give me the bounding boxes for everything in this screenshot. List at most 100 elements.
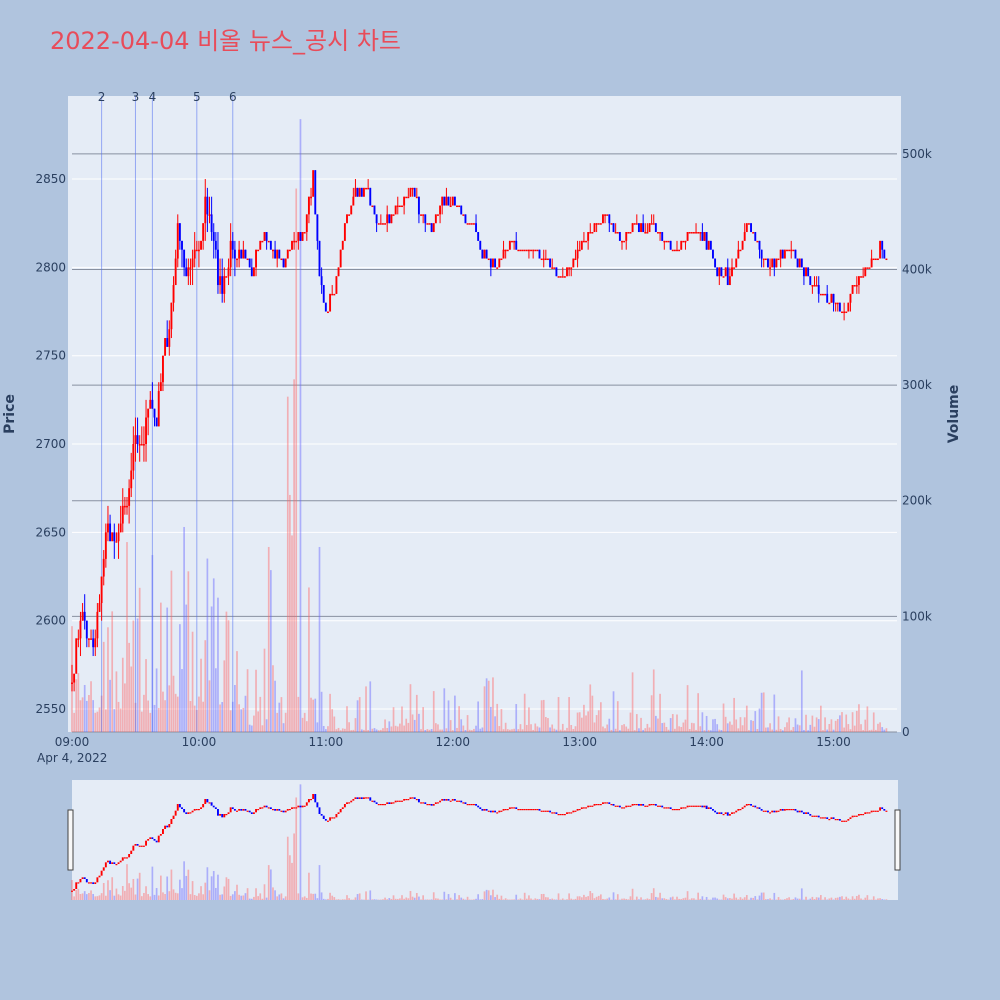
volume-bar xyxy=(263,648,266,732)
mini-volume-bar xyxy=(674,899,676,900)
volume-bar xyxy=(242,707,245,732)
mini-candle xyxy=(352,799,355,801)
candle-body xyxy=(236,258,238,261)
mini-candle xyxy=(83,877,86,879)
volume-bar xyxy=(572,728,575,732)
time-tick-label: 10:00 xyxy=(182,735,217,749)
mini-volume-bar xyxy=(301,897,304,900)
candle-body xyxy=(244,249,247,259)
candle-body xyxy=(667,240,670,243)
range-slider[interactable] xyxy=(72,780,898,900)
mini-candle xyxy=(183,809,186,813)
volume-bar xyxy=(483,686,486,732)
candle-body xyxy=(468,223,471,225)
volume-bar xyxy=(580,717,583,732)
volume-bar xyxy=(809,724,812,732)
mini-candle xyxy=(764,810,767,812)
mini-candle xyxy=(168,824,171,828)
mini-volume-bar xyxy=(794,897,797,900)
candle-body xyxy=(568,267,571,269)
candle-body xyxy=(532,249,535,252)
mini-volume-bar xyxy=(591,893,594,900)
candle-body xyxy=(800,258,803,268)
price-tick-label: 2550 xyxy=(35,702,66,716)
mini-volume-bar xyxy=(682,898,685,900)
volume-bar xyxy=(688,728,691,732)
mini-candle xyxy=(701,805,704,808)
volume-bar xyxy=(574,726,577,732)
mini-candle xyxy=(813,815,816,817)
volume-bar xyxy=(566,727,568,732)
candle-body xyxy=(877,258,879,261)
candle-body xyxy=(398,205,401,208)
mini-candle xyxy=(417,799,420,803)
mini-candle xyxy=(538,809,541,811)
volume-bar xyxy=(409,684,412,732)
mini-volume-bar xyxy=(299,784,302,900)
volume-bar xyxy=(722,703,725,732)
volume-bar xyxy=(79,700,82,732)
volume-bar xyxy=(733,697,735,732)
candle-body xyxy=(310,196,312,199)
candle-body xyxy=(570,267,573,269)
mini-candle xyxy=(102,867,105,871)
mini-candle xyxy=(834,819,837,821)
candle-body xyxy=(775,258,778,268)
volume-bar xyxy=(481,727,484,732)
range-slider-left-handle[interactable] xyxy=(67,809,74,871)
mini-candle xyxy=(424,802,427,804)
mini-candle xyxy=(697,805,700,807)
mini-volume-bar xyxy=(373,899,376,900)
candle-body xyxy=(282,258,285,268)
mini-volume-bar xyxy=(145,886,147,900)
volume-bar xyxy=(352,729,355,732)
volume-bar xyxy=(445,728,448,732)
candle-body xyxy=(707,240,710,250)
volume-bar xyxy=(424,730,427,732)
mini-volume-bar xyxy=(130,887,133,900)
mini-volume-bar xyxy=(134,894,137,900)
mini-candle xyxy=(248,810,251,813)
volume-bar xyxy=(356,700,359,732)
volume-bar xyxy=(394,725,397,732)
candle-body xyxy=(464,214,467,224)
candle-body xyxy=(483,249,486,259)
mini-volume-bar xyxy=(712,897,714,900)
volume-bar xyxy=(403,725,405,732)
volume-bar xyxy=(769,723,771,732)
mini-candle xyxy=(582,807,585,809)
candle-body xyxy=(572,258,575,268)
candle-body xyxy=(557,276,560,278)
mini-candle xyxy=(819,817,822,819)
volume-bar xyxy=(663,722,666,732)
candle-body xyxy=(248,258,251,268)
candle-body xyxy=(726,267,729,286)
volume-bar xyxy=(530,724,532,732)
volume-bar xyxy=(754,711,757,732)
volume-bar xyxy=(519,724,522,732)
mini-candle xyxy=(233,809,236,811)
mini-candle xyxy=(790,809,793,811)
volume-bar xyxy=(720,730,723,732)
candle-body xyxy=(525,249,528,252)
mini-volume-bar xyxy=(530,898,532,900)
volume-bar xyxy=(124,683,126,732)
mini-candle xyxy=(849,817,852,819)
candle-body xyxy=(401,205,403,208)
mini-candle xyxy=(532,809,535,811)
mini-volume-bar xyxy=(743,897,746,900)
candle-body xyxy=(678,249,681,252)
candle-body xyxy=(157,391,160,427)
candle-body xyxy=(350,205,353,215)
volume-bar xyxy=(638,728,640,732)
volume-bar xyxy=(210,606,213,732)
mini-volume-bar xyxy=(568,893,570,900)
candle-body xyxy=(654,223,657,233)
mini-volume-bar xyxy=(225,877,228,900)
mini-candle xyxy=(210,802,213,806)
mini-volume-bar xyxy=(600,894,602,900)
candle-body xyxy=(405,196,408,199)
mini-candle xyxy=(775,810,778,813)
candle-body xyxy=(415,196,418,199)
range-slider-right-handle[interactable] xyxy=(894,809,901,871)
